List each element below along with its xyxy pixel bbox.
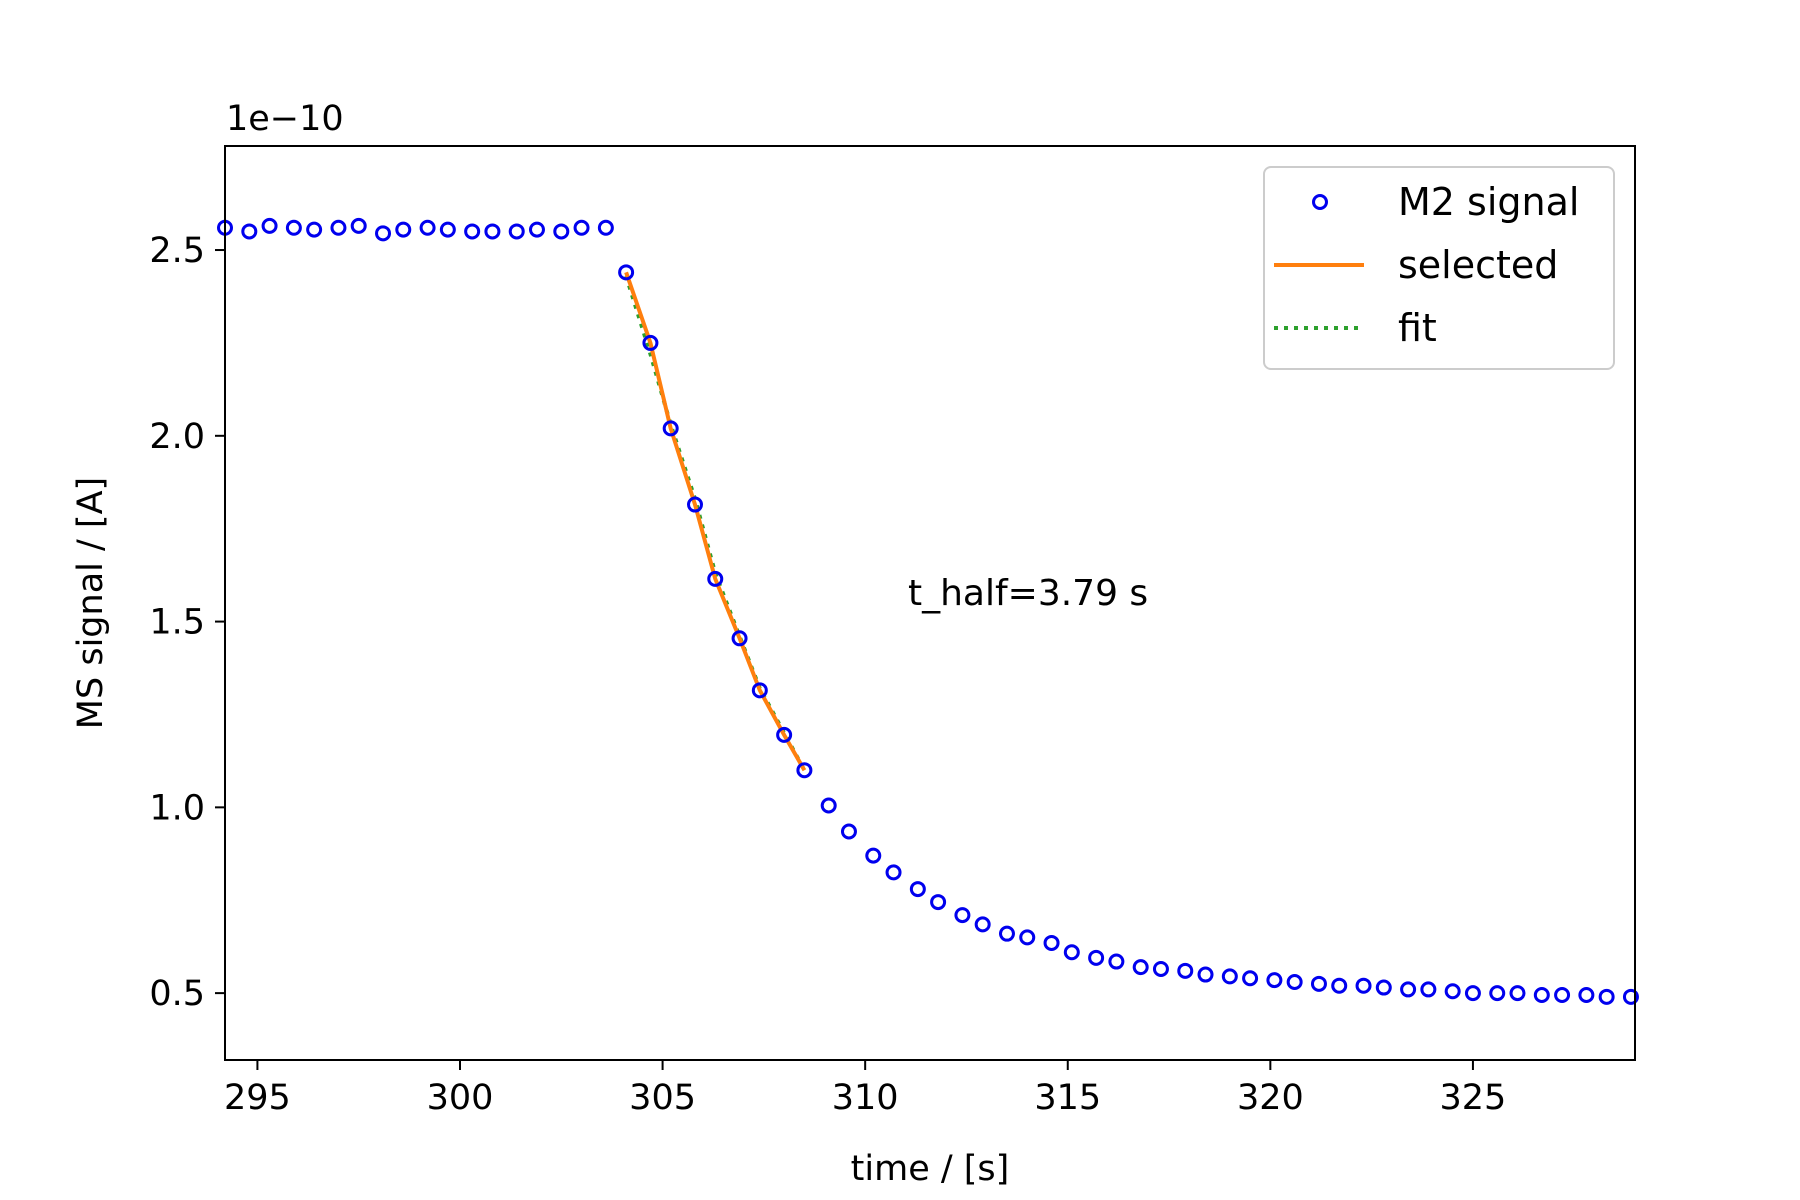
x-tick-label: 305 [629, 1078, 696, 1118]
signal-point [1444, 983, 1461, 1000]
signal-point [796, 762, 813, 779]
y-axis: 0.5 1.0 1.5 2.0 2.5 [149, 231, 225, 1014]
signal-point [261, 217, 278, 234]
signal-point [1266, 972, 1283, 989]
signal-point [909, 881, 926, 898]
signal-point [618, 264, 635, 281]
x-tick-label: 315 [1034, 1078, 1101, 1118]
signal-point [662, 420, 679, 437]
signal-point [1331, 977, 1348, 994]
signal-point [974, 916, 991, 933]
signal-point [820, 797, 837, 814]
y-tick-label: 1.0 [149, 788, 205, 828]
x-axis-title: time / [s] [851, 1149, 1010, 1189]
signal-point [1578, 986, 1595, 1003]
signal-point [1598, 988, 1615, 1005]
legend-marker-m2-signal [1312, 194, 1328, 210]
signal-point [1152, 960, 1169, 977]
signal-point [553, 223, 570, 240]
signal-point [597, 219, 614, 236]
plot-frame [224, 145, 1636, 1061]
signal-point [885, 864, 902, 881]
signal-point [1420, 981, 1437, 998]
signal-point [707, 570, 724, 587]
legend-label-fit: fit [1398, 306, 1437, 350]
legend-label-selected: selected [1398, 243, 1558, 287]
signal-point [687, 496, 703, 513]
y-tick-label: 0.5 [149, 974, 205, 1014]
signal-point [865, 847, 882, 864]
signal-point [1464, 985, 1481, 1002]
signal-point [306, 221, 323, 238]
signal-point [1088, 949, 1105, 966]
signal-point [528, 221, 545, 238]
signal-point [1509, 985, 1526, 1002]
signal-point [642, 334, 659, 351]
signal-point [484, 223, 501, 240]
y-tick-label: 2.0 [149, 417, 205, 457]
legend-box [1263, 166, 1615, 370]
signal-point [419, 219, 436, 236]
y-axis-title: MS signal / [A] [71, 477, 111, 729]
signal-point [1375, 979, 1392, 996]
signal-point [1622, 988, 1639, 1005]
legend-label-m2-signal: M2 signal [1398, 180, 1579, 224]
signal-point [1533, 986, 1550, 1003]
y-tick-label: 1.5 [149, 603, 205, 643]
signal-point [573, 219, 590, 236]
selected-line [624, 271, 807, 772]
signal-point [1063, 944, 1080, 961]
x-axis: 295 300 305 310 315 320 325 [224, 1060, 1506, 1118]
signal-point [840, 823, 857, 840]
signal-point [1489, 985, 1506, 1002]
signal-point [1554, 986, 1571, 1003]
signal-point [998, 925, 1015, 942]
x-tick-label: 320 [1237, 1078, 1304, 1118]
signal-point [1197, 966, 1214, 983]
signal-point [776, 726, 793, 743]
signal-point [375, 225, 392, 242]
signal-point [954, 907, 971, 924]
signal-point [1242, 970, 1259, 987]
x-tick-label: 295 [224, 1078, 291, 1118]
x-tick-label: 325 [1440, 1078, 1507, 1118]
signal-point [1177, 962, 1194, 979]
signal-point [350, 217, 367, 234]
selected-line-layer [624, 271, 807, 772]
signal-point [1132, 959, 1149, 976]
signal-point [330, 219, 347, 236]
signal-point [751, 682, 768, 699]
signal-point [1108, 953, 1125, 970]
signal-point [1221, 968, 1238, 985]
y-offset-label: 1e−10 [226, 99, 344, 139]
legend: M2 signal selected fit [1263, 166, 1615, 370]
signal-point [395, 221, 412, 238]
signal-point [1043, 934, 1060, 951]
signal-point [1019, 929, 1036, 946]
signal-point [1310, 975, 1327, 992]
signal-point [241, 223, 258, 240]
y-tick-label: 2.5 [149, 231, 205, 271]
signal-point [1355, 977, 1372, 994]
signal-point [1286, 973, 1303, 990]
signal-point [508, 223, 525, 240]
x-tick-label: 310 [832, 1078, 899, 1118]
signal-point [285, 219, 302, 236]
signal-point [439, 221, 456, 238]
signal-point [731, 630, 748, 647]
signal-point [1400, 981, 1417, 998]
t-half-annotation: t_half=3.79 s [908, 573, 1148, 614]
x-tick-label: 300 [427, 1078, 494, 1118]
signal-point [464, 223, 481, 240]
signal-point [930, 894, 947, 911]
